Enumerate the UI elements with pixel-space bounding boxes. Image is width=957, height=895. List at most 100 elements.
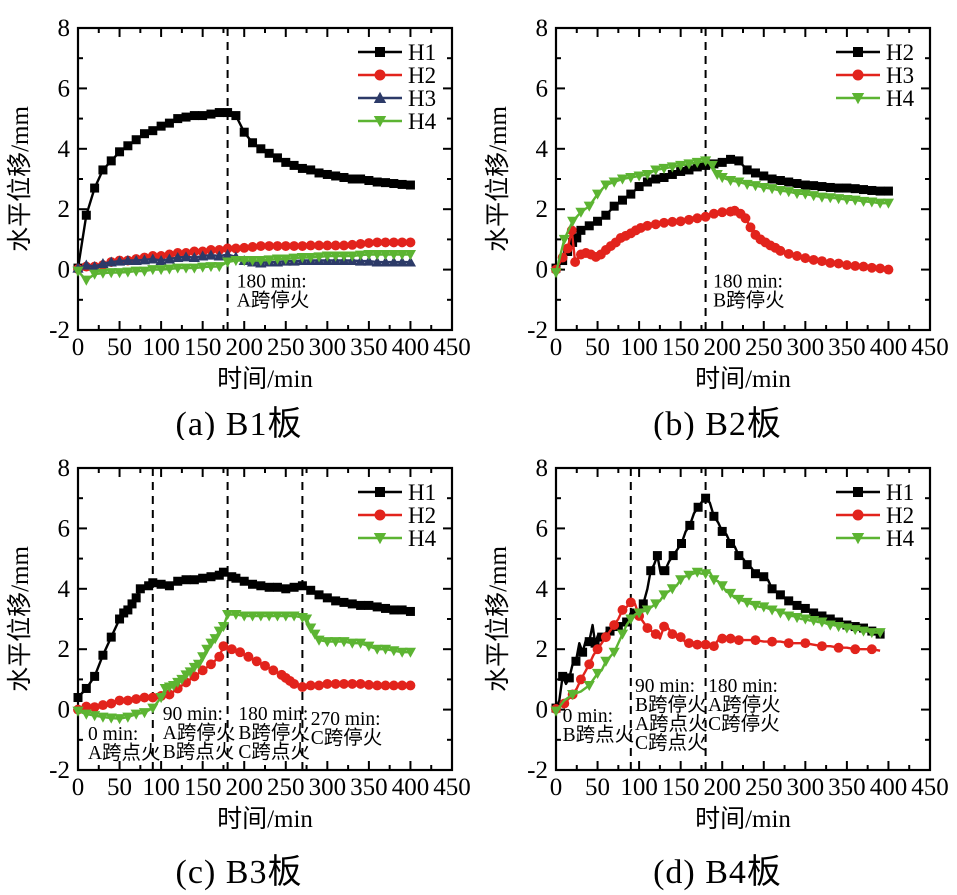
marker-circle [642, 623, 653, 634]
marker-triangle-down [209, 634, 221, 645]
marker-triangle-down [280, 611, 292, 622]
marker-triangle-down [749, 600, 762, 611]
marker-square [248, 579, 258, 589]
marker-triangle-up [213, 250, 225, 261]
x-tick-label: 200 [225, 334, 263, 361]
marker-square [584, 637, 594, 647]
marker-square [630, 608, 640, 618]
marker-triangle-down [230, 256, 242, 267]
y-tick-label: 6 [58, 515, 71, 542]
marker-square [123, 605, 133, 615]
marker-square [809, 608, 819, 618]
marker-triangle-down [388, 646, 400, 657]
marker-square [834, 617, 844, 627]
marker-circle [733, 635, 744, 646]
marker-triangle-up [363, 255, 375, 266]
marker-circle [122, 695, 133, 706]
marker-square [272, 582, 282, 592]
marker-square [622, 617, 632, 627]
marker-circle [355, 678, 366, 689]
marker-triangle-down [874, 198, 886, 209]
marker-circle [251, 656, 262, 667]
marker-circle [388, 237, 399, 248]
marker-square [726, 539, 736, 548]
marker-circle [355, 238, 366, 249]
marker-triangle-down [691, 567, 703, 578]
marker-square [131, 135, 141, 145]
marker-square [750, 168, 760, 178]
marker-square [792, 600, 802, 610]
y-axis-label: 水平位移/mm [6, 106, 34, 252]
marker-circle [197, 665, 208, 676]
marker-triangle-down [155, 693, 167, 704]
marker-square [331, 596, 341, 606]
marker-square [239, 576, 249, 586]
marker-triangle-down [180, 263, 192, 274]
marker-triangle-down [296, 253, 308, 264]
marker-square [734, 156, 744, 166]
marker-triangle-down [774, 608, 786, 619]
marker-triangle-down [205, 262, 217, 273]
marker-circle [230, 243, 241, 254]
marker-triangle-down [832, 622, 845, 633]
marker-triangle-down [197, 652, 209, 663]
marker-square [792, 179, 802, 189]
marker-triangle-down [550, 706, 562, 717]
marker-triangle-up [130, 254, 142, 266]
marker-triangle-up [163, 253, 176, 264]
marker-square [189, 111, 199, 121]
marker-triangle-down [608, 647, 620, 658]
chart-b: 0 50 100 150 200 250 300 350 400 450-202468时间/min… [484, 15, 949, 393]
marker-triangle-down [625, 172, 637, 184]
marker-triangle-down [321, 251, 333, 262]
legend-label: H1 [408, 480, 436, 505]
marker-triangle-down [741, 597, 753, 608]
panel-a: 0 50 100 150 200 250 300 350 400 450 -2 0 2 4 6 8 时间/min… [0, 0, 478, 440]
x-tick-label: 350 [828, 774, 866, 801]
marker-circle [858, 261, 869, 272]
marker-triangle-down [255, 611, 267, 622]
marker-triangle-down [600, 656, 612, 667]
marker-square [164, 118, 174, 128]
marker-triangle-down [808, 616, 820, 627]
y-tick-label: 4 [536, 136, 549, 163]
marker-square [231, 111, 241, 121]
marker-triangle-down [300, 614, 313, 625]
annotation-line: 90 min: [163, 704, 223, 725]
marker-triangle-down [147, 265, 159, 276]
annotation-line: 180 min: [713, 272, 783, 293]
marker-triangle-down [89, 711, 101, 722]
legend-label: H2 [886, 40, 914, 65]
marker-square [289, 582, 299, 592]
marker-circle [97, 700, 108, 711]
marker-square [156, 121, 166, 131]
marker-square [617, 195, 627, 205]
x-tick-label: 200 [225, 774, 263, 801]
marker-circle [289, 678, 300, 689]
marker-triangle-up [371, 256, 383, 267]
marker-circle [297, 241, 308, 251]
marker-triangle-down [591, 668, 604, 679]
marker-triangle-down [874, 628, 886, 639]
marker-circle [131, 694, 142, 704]
marker-square [726, 154, 736, 164]
panel-a-caption: (a) B1板 [175, 406, 303, 440]
marker-square [609, 201, 619, 211]
marker-circle [305, 240, 316, 251]
marker-square [314, 168, 324, 178]
x-axis-label: 时间/min [695, 805, 791, 833]
legend-label: H1 [408, 40, 436, 65]
marker-square [297, 163, 307, 173]
marker-triangle-up [89, 261, 101, 272]
marker-triangle-down [791, 188, 803, 200]
marker-circle [866, 262, 877, 273]
marker-circle [322, 240, 333, 251]
marker-circle [255, 241, 266, 251]
marker-triangle-down [89, 269, 101, 280]
series-H1 [73, 567, 415, 703]
marker-triangle-down [222, 609, 234, 621]
marker-square [825, 182, 835, 192]
marker-triangle-down [396, 250, 408, 261]
x-tick-label: 0 [72, 774, 85, 801]
